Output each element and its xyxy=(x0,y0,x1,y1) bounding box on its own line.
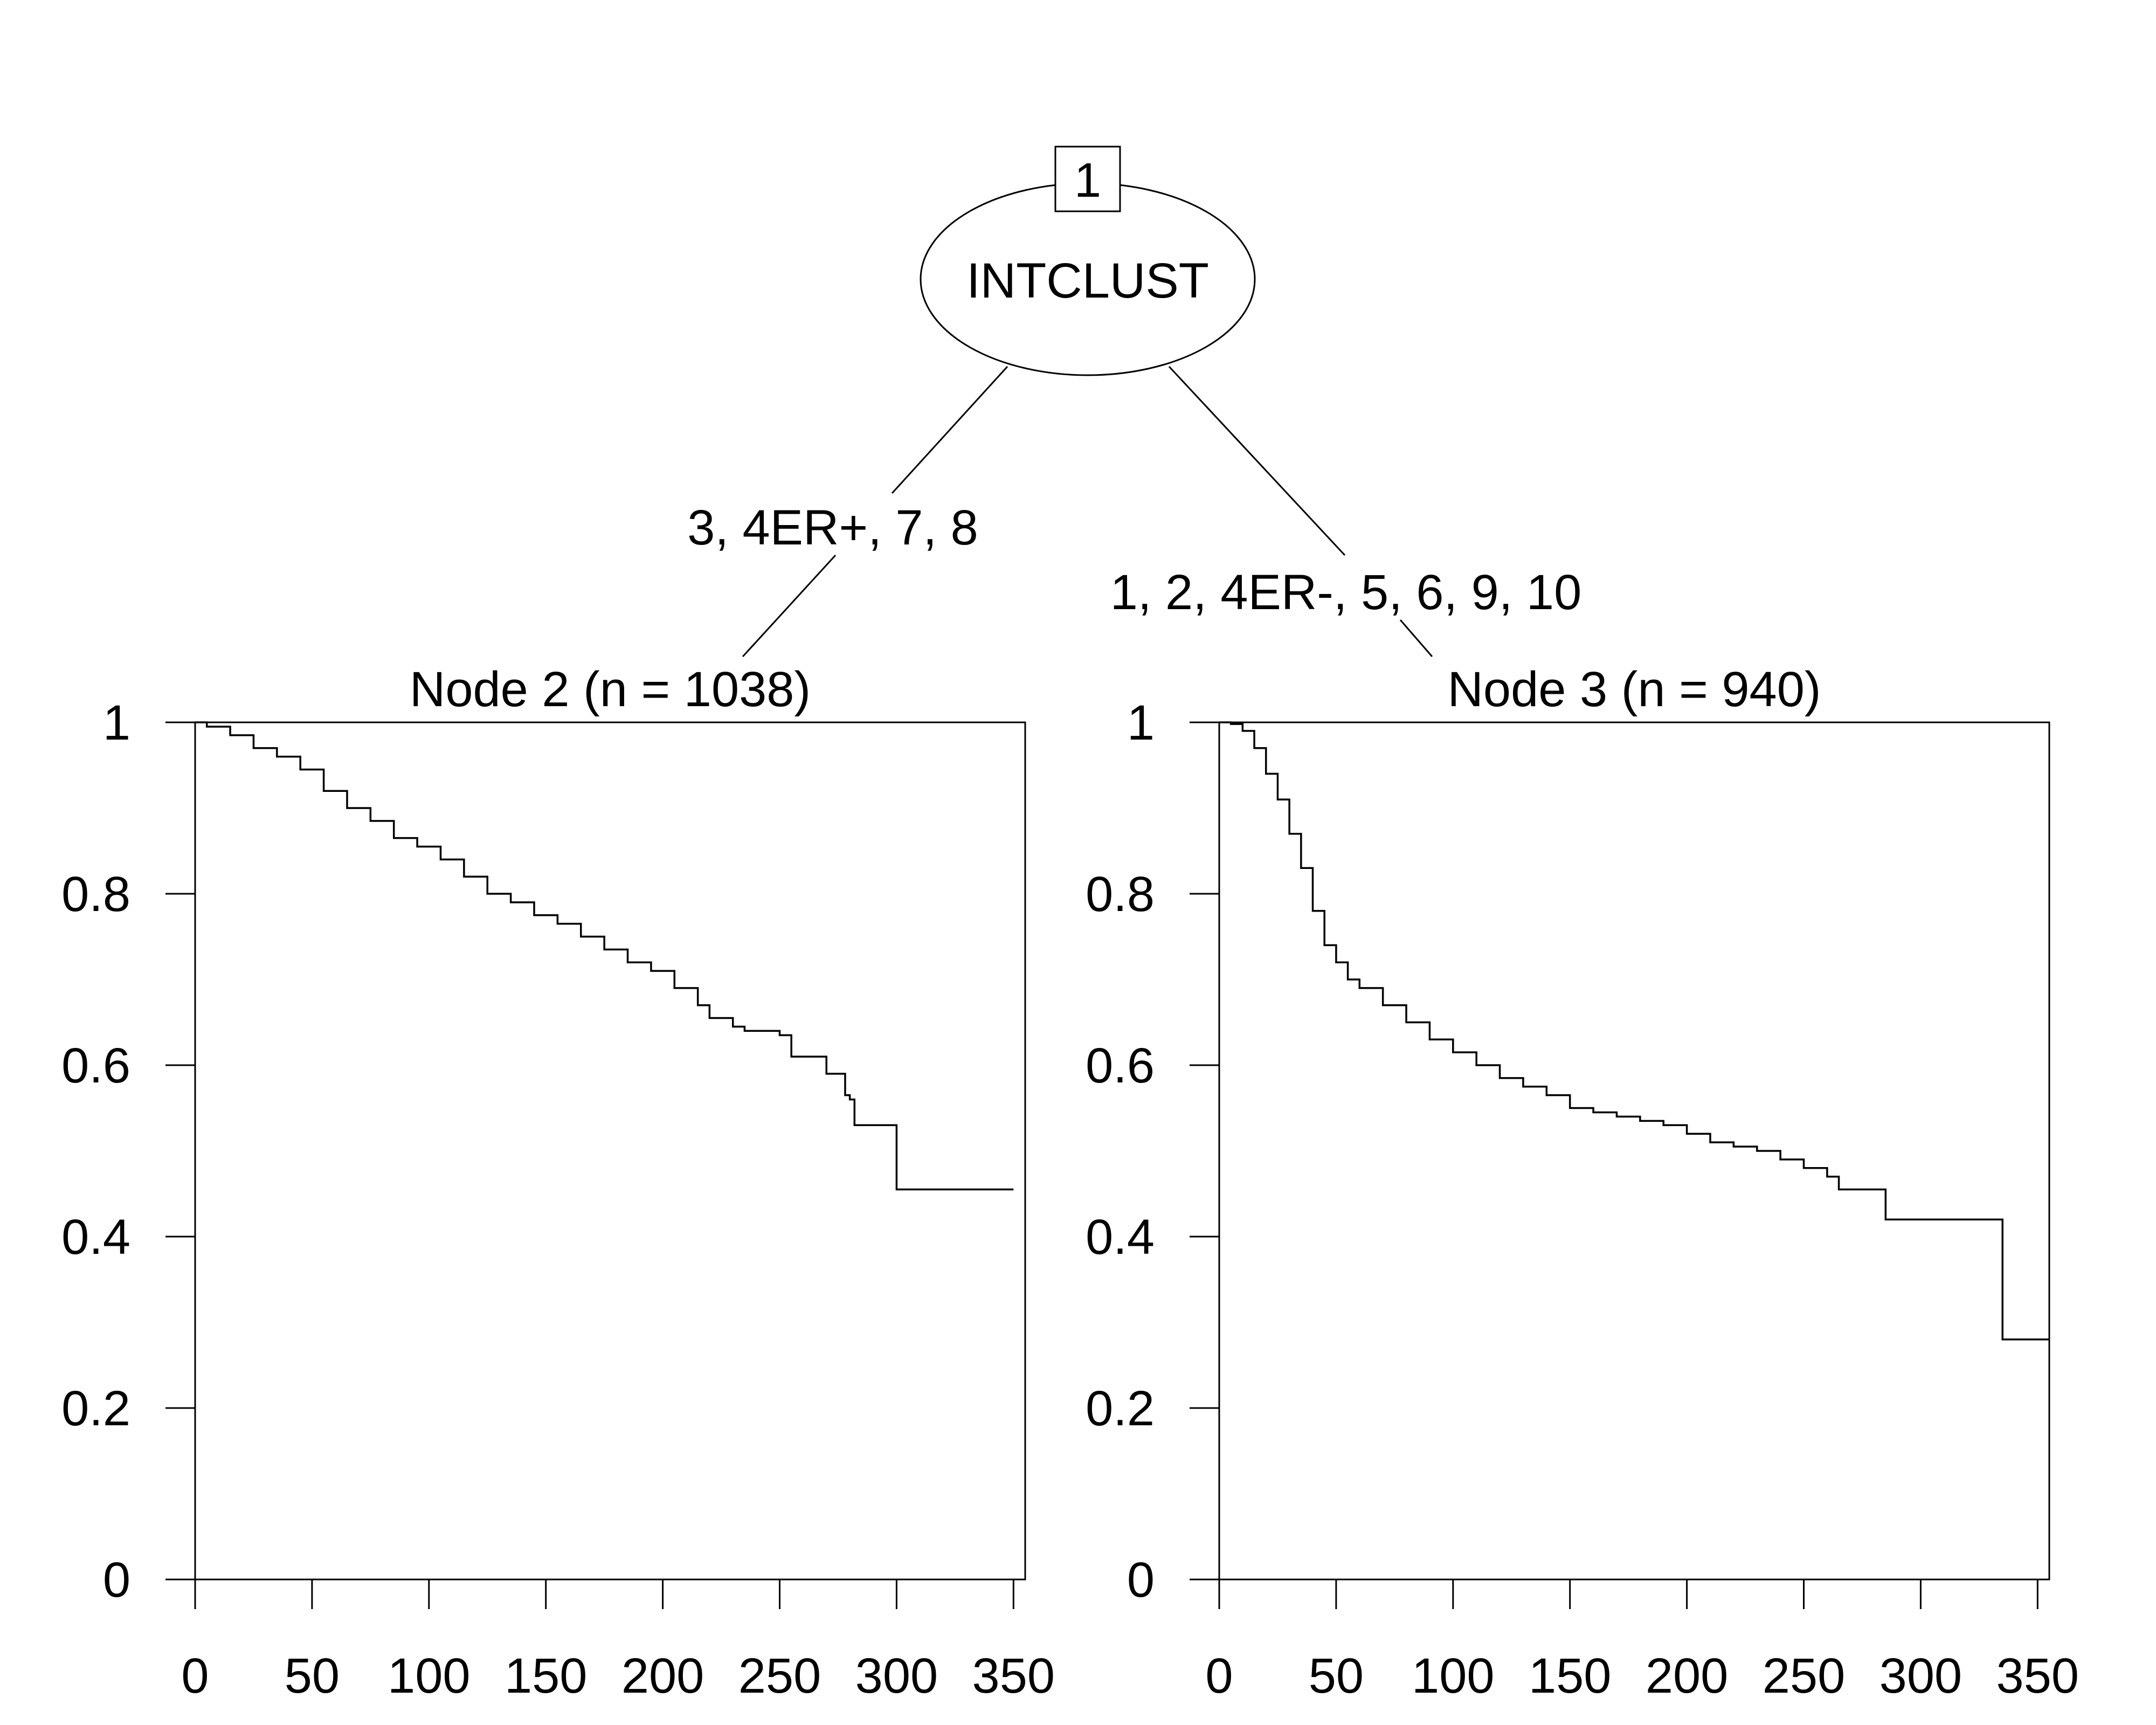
edge-root-to-left-lower xyxy=(742,554,837,658)
x-tick-label: 100 xyxy=(388,1648,471,1703)
y-tick-label: 0 xyxy=(103,1552,130,1607)
x-tick-label: 200 xyxy=(1646,1648,1729,1703)
y-tick-label: 1 xyxy=(103,695,130,750)
x-tick-label: 300 xyxy=(1879,1648,1962,1703)
y-tick-label: 0.4 xyxy=(61,1210,130,1265)
y-tick-label: 0.8 xyxy=(61,867,130,922)
x-tick-label: 200 xyxy=(621,1648,704,1703)
y-tick-label: 1 xyxy=(1127,695,1155,750)
x-tick-label: 100 xyxy=(1412,1648,1495,1703)
x-tick-label: 50 xyxy=(285,1648,340,1703)
root-node-variable: INTCLUST xyxy=(966,253,1209,308)
root-node: 1 INTCLUST xyxy=(920,146,1256,376)
x-tick-label: 300 xyxy=(855,1648,938,1703)
y-tick-label: 0 xyxy=(1127,1552,1155,1607)
survival-curve xyxy=(195,721,1014,1191)
y-tick-label: 0.4 xyxy=(1086,1210,1155,1265)
x-tick-label: 50 xyxy=(1309,1648,1364,1703)
edge-root-to-right-lower xyxy=(1399,619,1433,657)
x-tick-label: 150 xyxy=(505,1648,588,1703)
y-tick-label: 0.8 xyxy=(1086,867,1155,922)
y-tick-label: 0.2 xyxy=(61,1381,130,1436)
x-tick-label: 0 xyxy=(1205,1648,1233,1703)
root-node-id-box xyxy=(1054,146,1121,212)
y-tick-label: 0.6 xyxy=(1086,1038,1155,1093)
edge-root-to-left-upper xyxy=(891,365,1008,494)
panel-title: Node 3 (n = 940) xyxy=(1447,662,1821,717)
plot-frame xyxy=(194,721,1026,1581)
right-edge-label: 1, 2, 4ER-, 5, 6, 9, 10 xyxy=(1110,565,1582,620)
plot-frame xyxy=(1218,721,2050,1581)
x-tick-label: 350 xyxy=(1996,1648,2079,1703)
root-node-id: 1 xyxy=(1074,154,1101,208)
edge-root-to-right-upper xyxy=(1168,365,1346,556)
x-tick-label: 250 xyxy=(1763,1648,1846,1703)
y-tick-label: 0.6 xyxy=(61,1038,130,1093)
x-tick-label: 0 xyxy=(181,1648,209,1703)
panel-title: Node 2 (n = 1038) xyxy=(410,662,811,717)
node-3-survival-panel: Node 3 (n = 940) 0 0.2 0.4 0.6 0.8 1 0 50 100 150 2… xyxy=(1086,662,2079,1703)
y-tick-label: 0.2 xyxy=(1086,1381,1155,1436)
survival-curve xyxy=(1219,721,2049,1341)
x-tick-label: 150 xyxy=(1529,1648,1612,1703)
tree-edges xyxy=(742,365,1433,658)
x-tick-label: 250 xyxy=(738,1648,821,1703)
left-edge-label: 3, 4ER+, 7, 8 xyxy=(687,500,978,555)
x-tick-label: 350 xyxy=(972,1648,1055,1703)
node-2-survival-panel: Node 2 (n = 1038) 0 0.2 0.4 0.6 0.8 1 0 50 100 150… xyxy=(61,662,1055,1703)
